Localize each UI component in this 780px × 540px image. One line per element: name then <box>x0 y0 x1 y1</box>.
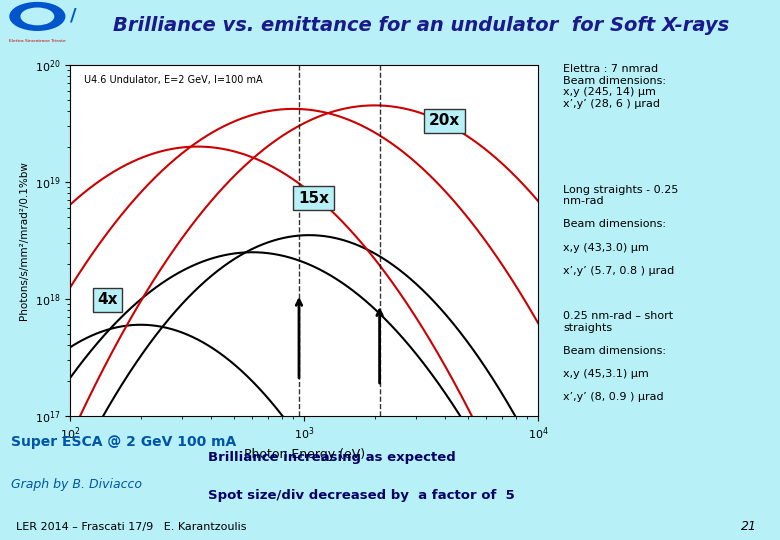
Text: LER 2014 – Frascati 17/9   E. Karantzoulis: LER 2014 – Frascati 17/9 E. Karantzoulis <box>16 522 246 532</box>
Text: Long straights - 0.25
nm-rad

Beam dimensions:

x,y (43,3.0) μm

x’,y’ (5.7, 0.8: Long straights - 0.25 nm-rad Beam dimens… <box>563 185 679 276</box>
Text: 21: 21 <box>740 520 757 533</box>
X-axis label: Photon Energy (eV): Photon Energy (eV) <box>243 448 365 461</box>
Text: Brilliance increasing as expected: Brilliance increasing as expected <box>208 451 456 464</box>
Text: Elettra : 7 nmrad
Beam dimensions:
x,y (245, 14) μm
x’,y’ (28, 6 ) μrad: Elettra : 7 nmrad Beam dimensions: x,y (… <box>563 64 666 109</box>
Text: 20x: 20x <box>429 113 460 129</box>
Y-axis label: Photons/s/mm²/mrad²/0.1%bw: Photons/s/mm²/mrad²/0.1%bw <box>20 161 30 320</box>
Text: /: / <box>69 6 76 24</box>
Circle shape <box>21 8 54 25</box>
Text: Super ESCA @ 2 GeV 100 mA: Super ESCA @ 2 GeV 100 mA <box>11 435 236 449</box>
Text: Brilliance vs. emittance for an undulator  for Soft X-rays: Brilliance vs. emittance for an undulato… <box>113 16 729 35</box>
Circle shape <box>10 3 65 30</box>
Text: Spot size/div decreased by  a factor of  5: Spot size/div decreased by a factor of 5 <box>208 489 516 502</box>
Text: Graph by B. Diviacco: Graph by B. Diviacco <box>11 478 142 491</box>
Text: U4.6 Undulator, E=2 GeV, I=100 mA: U4.6 Undulator, E=2 GeV, I=100 mA <box>84 76 263 85</box>
Text: 15x: 15x <box>298 191 329 206</box>
Text: Elettra Sincrotrone Trieste: Elettra Sincrotrone Trieste <box>9 39 66 43</box>
Text: 4x: 4x <box>98 293 118 307</box>
Text: 0.25 nm-rad – short
straights

Beam dimensions:

x,y (45,3.1) μm

x’,y’ (8, 0.9 : 0.25 nm-rad – short straights Beam dimen… <box>563 311 673 402</box>
